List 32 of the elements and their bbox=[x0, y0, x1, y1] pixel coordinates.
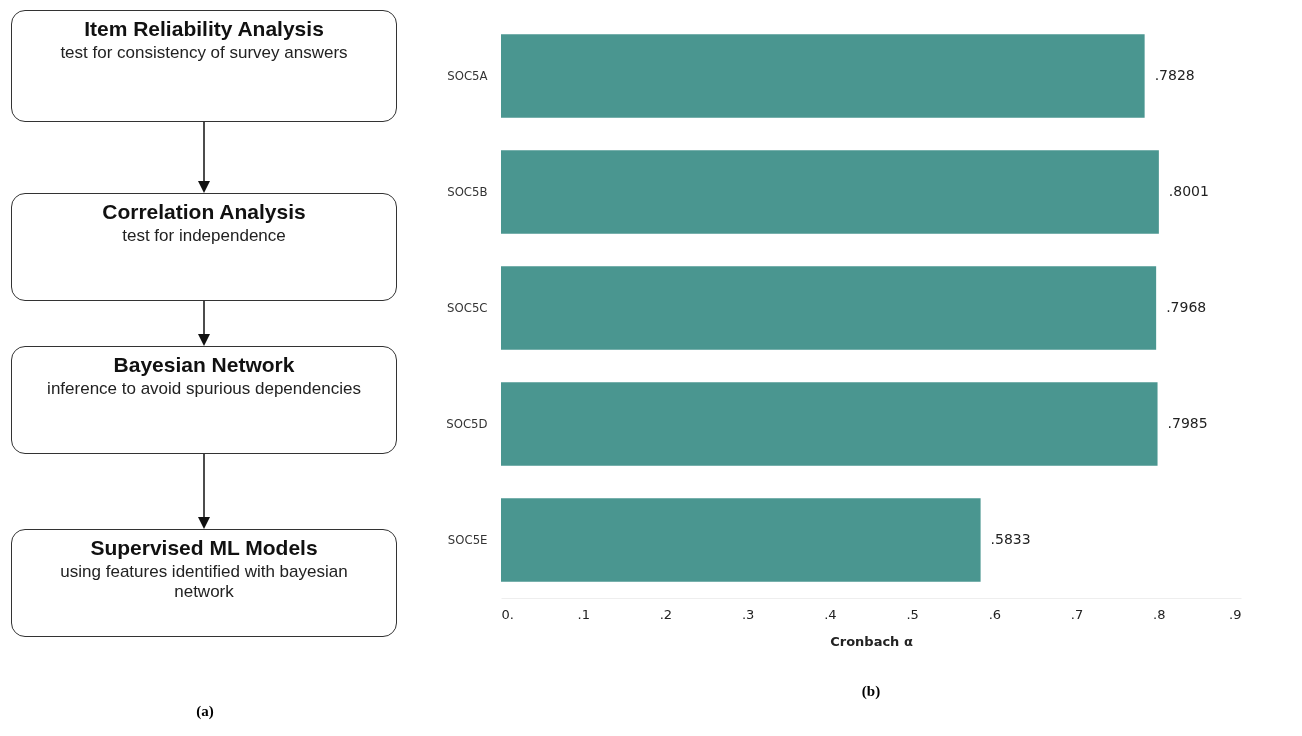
data-label: .7828 bbox=[1154, 67, 1195, 83]
x-tick-label: .5 bbox=[906, 606, 919, 622]
x-tick-label: .7 bbox=[1070, 606, 1084, 622]
data-label: .7985 bbox=[1167, 415, 1208, 431]
bar bbox=[501, 150, 1159, 234]
x-tick-label: 0. bbox=[501, 606, 514, 622]
y-tick-label: SOC5E bbox=[447, 532, 488, 547]
x-tick-label: .4 bbox=[824, 606, 837, 622]
x-tick-label: .2 bbox=[659, 606, 673, 622]
y-tick-label: SOC5B bbox=[447, 184, 488, 199]
y-tick-label: SOC5C bbox=[447, 300, 488, 315]
bar bbox=[501, 498, 981, 582]
x-axis-title: Cronbach α bbox=[830, 633, 913, 649]
bar bbox=[501, 382, 1158, 466]
data-label: .5833 bbox=[990, 531, 1031, 547]
bar bbox=[501, 34, 1145, 118]
text: (b) bbox=[861, 683, 881, 700]
bar bbox=[501, 266, 1157, 350]
data-label: .7968 bbox=[1166, 299, 1207, 315]
x-tick-label: .3 bbox=[741, 606, 755, 622]
x-tick-label: .8 bbox=[1153, 606, 1166, 622]
data-label: .8001 bbox=[1168, 183, 1209, 199]
y-tick-label: SOC5D bbox=[446, 416, 488, 431]
process-box: Bayesian Network inference to avoid spurious dependencies bbox=[11, 346, 397, 454]
text: (a) bbox=[195, 703, 215, 720]
x-tick-label: .9 bbox=[1229, 606, 1242, 622]
process-box: Item Reliability Analysis test for consistency of survey answers bbox=[11, 10, 397, 122]
x-tick-label: .6 bbox=[988, 606, 1002, 622]
process-box: Correlation Analysis test for independence bbox=[11, 193, 397, 301]
process-box: Supervised ML Models using features identified with bayesian network bbox=[11, 529, 397, 637]
y-tick-label: SOC5A bbox=[447, 68, 488, 83]
x-tick-label: .1 bbox=[577, 606, 590, 622]
